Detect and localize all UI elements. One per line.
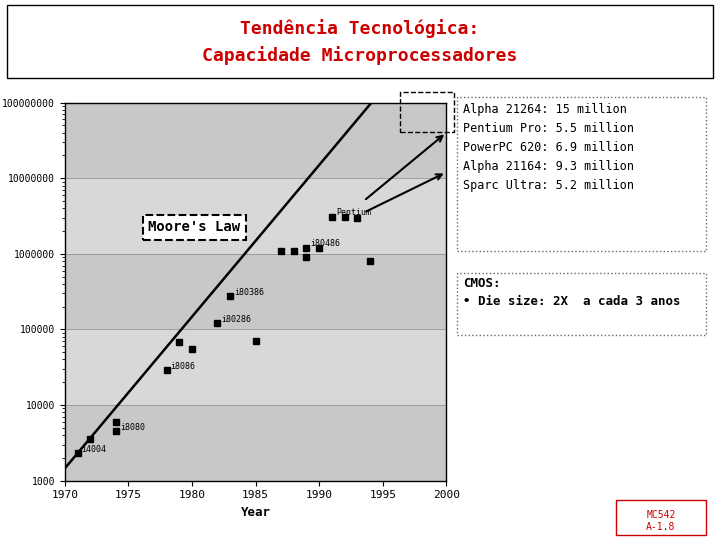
Text: i80286: i80286 bbox=[222, 315, 251, 324]
Text: Pentium: Pentium bbox=[336, 208, 371, 217]
Text: Moore's Law: Moore's Law bbox=[148, 220, 240, 234]
Text: CMOS:
• Die size: 2X  a cada 3 anos: CMOS: • Die size: 2X a cada 3 anos bbox=[463, 277, 680, 308]
Text: i80486: i80486 bbox=[310, 239, 341, 248]
Bar bbox=[65, 405, 446, 481]
Text: Capacidade Microprocessadores: Capacidade Microprocessadores bbox=[202, 46, 518, 65]
Text: i8080: i8080 bbox=[120, 423, 145, 432]
Bar bbox=[65, 103, 446, 178]
Text: Tendência Tecnológica:: Tendência Tecnológica: bbox=[240, 19, 480, 38]
Text: Alpha 21264: 15 million
Pentium Pro: 5.5 million
PowerPC 620: 6.9 million
Alpha : Alpha 21264: 15 million Pentium Pro: 5.5… bbox=[463, 103, 634, 192]
Bar bbox=[65, 178, 446, 254]
Bar bbox=[65, 329, 446, 405]
Text: MC542
A-1.8: MC542 A-1.8 bbox=[647, 510, 675, 532]
Text: i4004: i4004 bbox=[81, 445, 107, 454]
Text: i80386: i80386 bbox=[234, 288, 264, 297]
Bar bbox=[65, 254, 446, 329]
X-axis label: Year: Year bbox=[240, 506, 271, 519]
Text: i8086: i8086 bbox=[171, 362, 196, 370]
